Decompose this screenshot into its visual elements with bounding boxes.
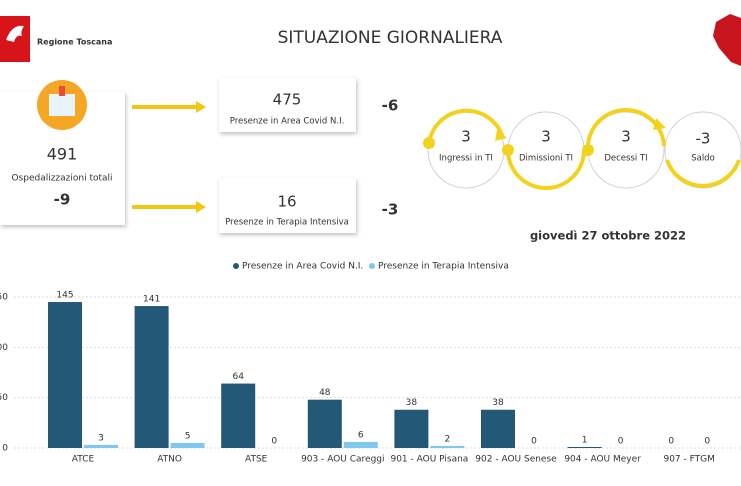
bar: [343, 441, 378, 448]
flow-label: Dimissioni TI: [519, 154, 573, 164]
y-tick-label: 0: [2, 444, 8, 454]
bar: [481, 409, 515, 448]
data-label: 64: [232, 372, 244, 382]
kpi-delta: -3: [382, 201, 399, 219]
card: [219, 178, 356, 233]
flow-value: 3: [461, 128, 471, 146]
data-label: 0: [271, 437, 277, 447]
data-label: 0: [618, 437, 624, 447]
arrows: [132, 101, 206, 213]
bar: [430, 445, 465, 448]
bar: [48, 302, 82, 448]
x-tick-label: 902 - AOU Senese: [475, 455, 557, 465]
y-tick-label: 50: [0, 393, 8, 403]
brand: Regione Toscana: [37, 38, 112, 47]
bar: [307, 399, 342, 448]
x-tick-label: ATSE: [245, 455, 268, 465]
page-title: SITUAZIONE GIORNALIERA: [278, 28, 503, 48]
y-tick-label: 150: [0, 293, 8, 303]
flow-dots: [423, 118, 666, 156]
x-tick-label: ATNO: [157, 455, 182, 465]
kpi-label: Presenze in Area Covid N.I.: [230, 117, 345, 127]
kpi-value: 491: [47, 145, 78, 164]
date: giovedì 27 ottobre 2022: [530, 229, 686, 243]
bar: [170, 442, 205, 448]
legend-label: Presenze in Terapia Intensiva: [378, 262, 509, 272]
x-tick-label: 903 - AOU Careggi: [301, 455, 384, 465]
flow-label: Decessi TI: [604, 154, 647, 164]
data-label: 38: [492, 398, 504, 408]
flow-label: Ingressi in TI: [439, 154, 493, 164]
kpi-label: Ospedalizzazioni totali: [11, 174, 112, 184]
kpi-value: 475: [273, 91, 302, 109]
hospital-cross: [59, 86, 65, 96]
kpi-label: Presenze in Terapia Intensiva: [225, 218, 349, 228]
bar: [567, 446, 602, 448]
bar-chart: 050100150Presenze in Area Covid N.I.Pres…: [0, 262, 741, 465]
legend-swatch: [369, 263, 375, 269]
hospital-building: [49, 94, 75, 116]
x-tick-label: 901 - AOU Pisana: [390, 455, 468, 465]
flow-label: Saldo: [691, 154, 715, 164]
flow-value: 3: [541, 128, 551, 146]
bar: [84, 444, 118, 448]
y-tick-label: 100: [0, 343, 8, 353]
data-label: 0: [668, 437, 674, 447]
data-label: 145: [56, 291, 73, 301]
bar: [134, 306, 169, 448]
legend-label: Presenze in Area Covid N.I.: [242, 262, 363, 272]
data-label: 6: [358, 430, 364, 440]
data-label: 5: [185, 431, 191, 441]
kpi-value: 16: [277, 193, 296, 211]
data-label: 2: [445, 434, 451, 444]
flow-value: -3: [696, 130, 711, 148]
flow-arcs: [427, 108, 741, 190]
bar: [394, 409, 429, 448]
data-label: 48: [319, 388, 331, 398]
data-label: 1: [582, 435, 588, 445]
flow-value: 3: [621, 128, 631, 146]
x-tick-label: 907 - FTGM: [663, 455, 714, 465]
data-label: 3: [98, 433, 104, 443]
bar: [221, 383, 256, 448]
kpi-delta: -6: [382, 97, 399, 115]
x-tick-label: 904 - AOU Meyer: [564, 455, 641, 465]
logo-horse: [6, 25, 24, 42]
data-label: 0: [531, 437, 537, 447]
card: [219, 78, 356, 132]
x-tick-label: ATCE: [72, 455, 95, 465]
data-label: 0: [704, 437, 710, 447]
data-label: 141: [143, 295, 160, 305]
kpi-delta: -9: [54, 191, 71, 209]
region-map: [713, 14, 741, 66]
data-label: 38: [406, 398, 418, 408]
legend-swatch: [233, 263, 239, 269]
